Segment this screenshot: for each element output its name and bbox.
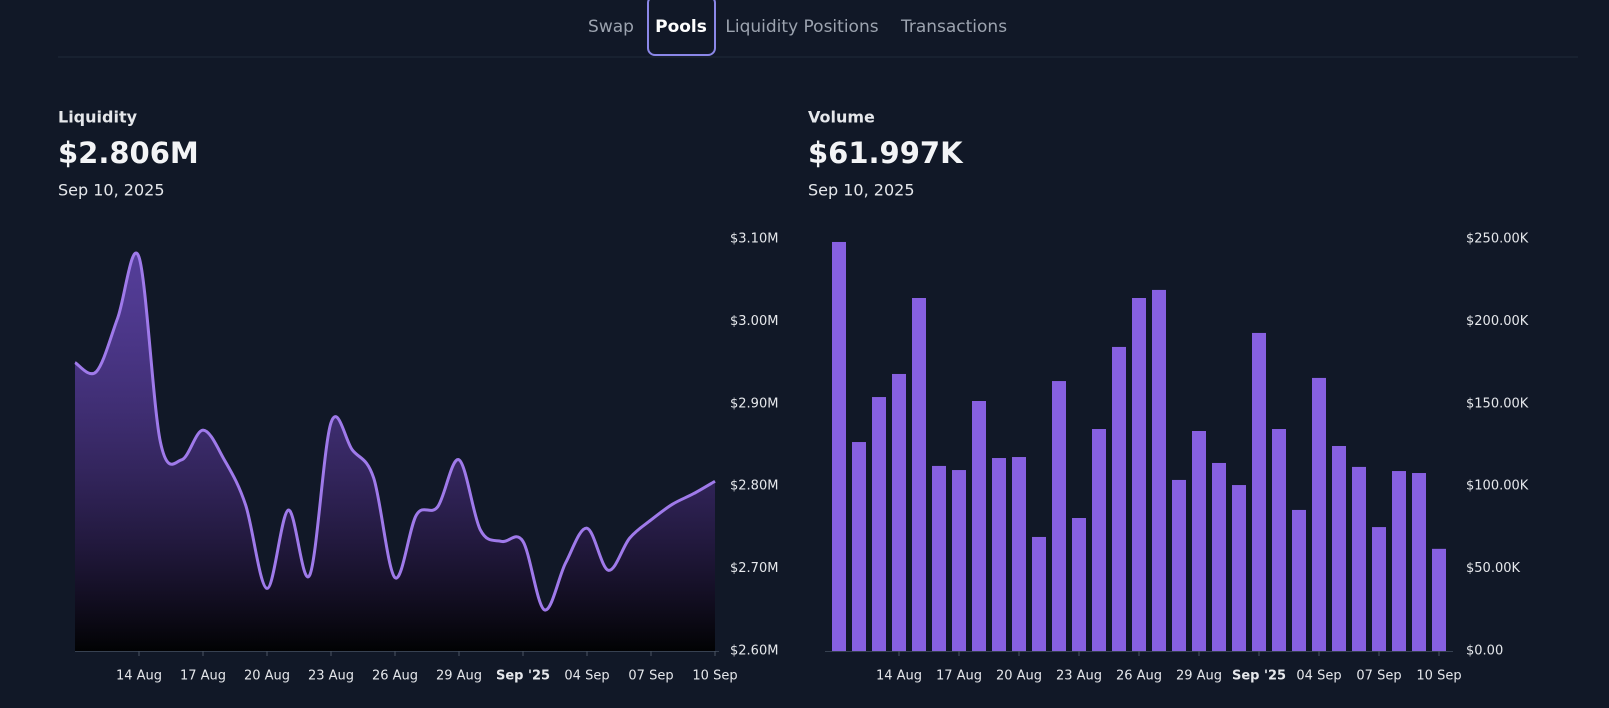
y-tick-label: $2.80M — [730, 479, 778, 494]
x-tick-label: 20 Aug — [996, 669, 1042, 684]
bar — [1032, 536, 1046, 651]
x-tick-label: 04 Sep — [564, 669, 609, 684]
chart-title: Liquidity — [58, 108, 138, 127]
bar — [952, 470, 966, 651]
y-tick-label: $3.00M — [730, 314, 778, 329]
bar — [1412, 473, 1426, 651]
x-tick-label: 14 Aug — [116, 669, 162, 684]
bar — [1392, 471, 1406, 651]
bar — [1252, 332, 1266, 651]
x-tick-label: 26 Aug — [1116, 669, 1162, 684]
x-tick-label: 10 Sep — [692, 669, 737, 684]
x-tick-label: Sep '25 — [1232, 669, 1286, 684]
bar — [1112, 346, 1126, 651]
x-tick-label: 23 Aug — [308, 669, 354, 684]
nav-tab[interactable]: Swap — [588, 17, 634, 37]
x-tick-label: 14 Aug — [876, 669, 922, 684]
bar — [1272, 429, 1286, 651]
line — [74, 251, 716, 612]
bar — [852, 442, 866, 651]
bar — [1072, 518, 1086, 651]
headline-value: $2.806M — [58, 136, 199, 170]
y-tick-label: $250.00K — [1466, 232, 1529, 247]
area-fill — [75, 253, 715, 652]
bar — [912, 297, 926, 651]
bar — [1312, 377, 1326, 651]
bar — [1372, 527, 1386, 651]
bar — [1092, 429, 1106, 651]
bar — [1052, 381, 1066, 651]
x-tick-label: 29 Aug — [436, 669, 482, 684]
nav-tab[interactable]: Liquidity Positions — [725, 17, 878, 37]
y-tick-label: $150.00K — [1466, 396, 1529, 411]
x-tick-label: 10 Sep — [1416, 669, 1461, 684]
y-tick-label: $2.90M — [730, 396, 778, 411]
bar — [1132, 297, 1146, 651]
y-tick-label: $100.00K — [1466, 479, 1529, 494]
bar — [932, 465, 946, 651]
x-tick-label: 04 Sep — [1296, 669, 1341, 684]
bar — [832, 241, 846, 651]
bar — [1012, 457, 1026, 651]
headline-date: Sep 10, 2025 — [58, 181, 165, 200]
chart-title: Volume — [808, 108, 875, 127]
x-tick-label: 17 Aug — [180, 669, 226, 684]
nav-tab[interactable]: Transactions — [900, 17, 1007, 37]
bar — [1192, 430, 1206, 651]
bar — [1212, 462, 1226, 651]
bar — [1292, 509, 1306, 651]
y-tick-label: $50.00K — [1466, 561, 1520, 576]
y-tick-label: $3.10M — [730, 232, 778, 247]
x-tick-label: 26 Aug — [372, 669, 418, 684]
y-tick-label: $2.60M — [730, 644, 778, 659]
bar — [1432, 548, 1446, 651]
x-tick-label: 07 Sep — [1356, 669, 1401, 684]
x-tick-label: 07 Sep — [628, 669, 673, 684]
x-tick-label: 29 Aug — [1176, 669, 1222, 684]
bar — [1332, 445, 1346, 651]
bar — [892, 373, 906, 651]
nav-tab[interactable]: Pools — [655, 17, 707, 37]
y-tick-label: $0.00 — [1466, 644, 1503, 659]
x-tick-label: 17 Aug — [936, 669, 982, 684]
x-tick-label: 20 Aug — [244, 669, 290, 684]
bar — [972, 400, 986, 651]
x-tick-label: 23 Aug — [1056, 669, 1102, 684]
y-tick-label: $200.00K — [1466, 314, 1529, 329]
headline-date: Sep 10, 2025 — [808, 181, 915, 200]
bar — [992, 458, 1006, 651]
active-tab-outline — [647, 0, 716, 56]
bar — [1172, 479, 1186, 651]
bar — [872, 397, 886, 651]
bar — [1352, 466, 1366, 651]
headline-value: $61.997K — [808, 136, 964, 170]
bar — [1152, 289, 1166, 651]
x-tick-label: Sep '25 — [496, 669, 550, 684]
y-tick-label: $2.70M — [730, 561, 778, 576]
bar — [1232, 485, 1246, 651]
